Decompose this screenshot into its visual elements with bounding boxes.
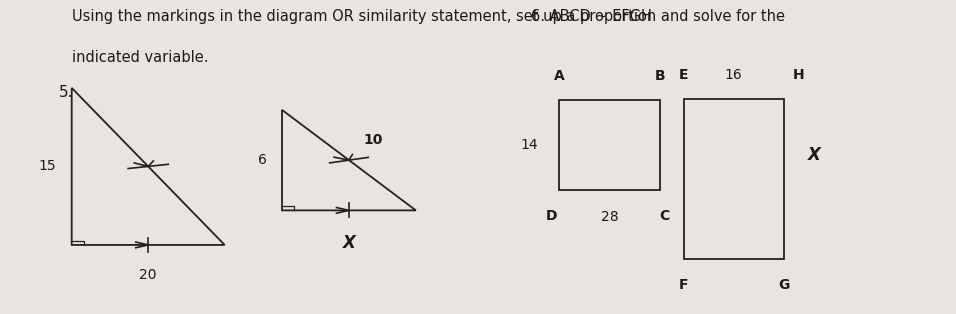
Text: 10: 10 bbox=[364, 133, 383, 147]
Text: D: D bbox=[546, 209, 557, 223]
Text: 28: 28 bbox=[600, 210, 619, 225]
Text: 15: 15 bbox=[39, 160, 56, 173]
Text: X: X bbox=[342, 234, 356, 252]
Text: H: H bbox=[793, 68, 804, 82]
Text: 14: 14 bbox=[521, 138, 538, 152]
Text: 6: 6 bbox=[258, 153, 267, 167]
Text: B: B bbox=[654, 69, 665, 83]
Text: Using the markings in the diagram OR similarity statement, set up a proportion a: Using the markings in the diagram OR sim… bbox=[72, 9, 785, 24]
Text: indicated variable.: indicated variable. bbox=[72, 50, 208, 65]
Text: 5.: 5. bbox=[59, 85, 74, 100]
Text: F: F bbox=[679, 278, 688, 292]
Text: A: A bbox=[554, 69, 565, 83]
Text: 6. ABCD ~ EFGH: 6. ABCD ~ EFGH bbox=[531, 9, 651, 24]
Bar bbox=[684, 99, 784, 259]
Text: X: X bbox=[808, 146, 820, 164]
Text: C: C bbox=[660, 209, 669, 223]
Bar bbox=[559, 100, 660, 190]
Text: 16: 16 bbox=[725, 68, 743, 82]
Text: E: E bbox=[679, 68, 688, 82]
Text: 20: 20 bbox=[140, 268, 157, 283]
Text: G: G bbox=[778, 278, 790, 292]
